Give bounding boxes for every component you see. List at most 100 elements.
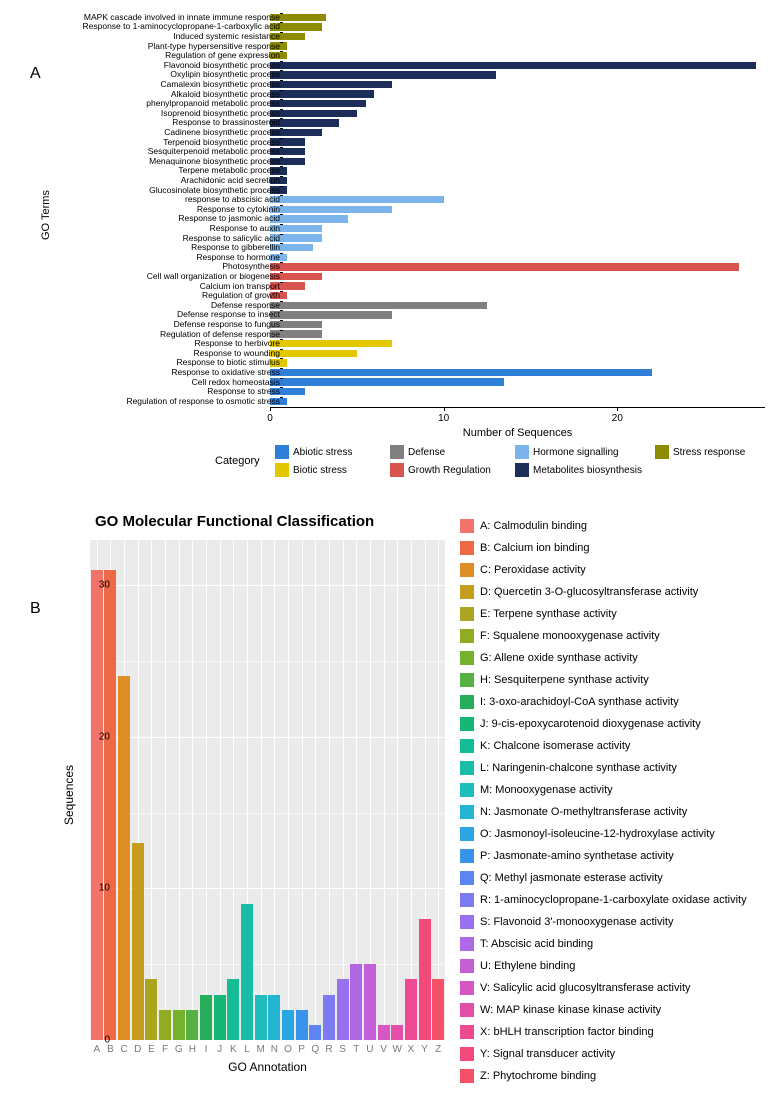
legend-swatch	[460, 1003, 474, 1017]
legend-swatch	[460, 1025, 474, 1039]
panel-b-xtick: P	[298, 1044, 305, 1055]
panel-a-bar	[270, 378, 504, 385]
panel-a-bar-label: Response to 1-aminocyclopropane-1-carbox…	[83, 21, 281, 31]
panel-a-bar-label: Cadinene biosynthetic process	[164, 127, 280, 137]
panel-b-legend-item: W: MAP kinase kinase kinase activity	[460, 999, 770, 1021]
panel-b-legend-item: J: 9-cis-epoxycarotenoid dioxygenase act…	[460, 713, 770, 735]
legend-label: Defense	[408, 447, 445, 458]
panel-b-xtick: K	[230, 1044, 237, 1055]
legend-swatch	[460, 937, 474, 951]
legend-label: U: Ethylene binding	[480, 960, 575, 972]
panel-b-legend-item: R: 1-aminocyclopropane-1-carboxylate oxi…	[460, 889, 770, 911]
panel-a-bar-label: Terpenoid biosynthetic process	[163, 137, 280, 147]
panel-b-xtick: G	[175, 1044, 183, 1055]
panel-a-legend-title: Category	[215, 455, 260, 467]
legend-label: I: 3-oxo-arachidoyl-CoA synthase activit…	[480, 696, 679, 708]
panel-a-bar-label: Regulation of defense response	[160, 329, 280, 339]
panel-a-yaxis-title: GO Terms	[40, 190, 52, 240]
legend-label: M: Monooxygenase activity	[480, 784, 613, 796]
legend-label: X: bHLH transcription factor binding	[480, 1026, 654, 1038]
panel-b-bar	[118, 676, 130, 1040]
panel-a-bar-label: Cell wall organization or biogenesis	[147, 271, 280, 281]
panel-a-xtick: 10	[438, 413, 449, 424]
panel-b-bar	[364, 964, 376, 1040]
panel-b-bar	[268, 995, 280, 1040]
panel-b-xtick: U	[366, 1044, 373, 1055]
legend-swatch	[460, 541, 474, 555]
legend-swatch	[460, 673, 474, 687]
legend-swatch	[515, 445, 529, 459]
legend-swatch	[275, 463, 289, 477]
panel-b-xtick: T	[353, 1044, 359, 1055]
panel-a-bar-label: Cell redox homeostasis	[192, 377, 280, 387]
panel-b-xtick: H	[189, 1044, 196, 1055]
legend-label: C: Peroxidase activity	[480, 564, 586, 576]
panel-b-xtick: F	[162, 1044, 168, 1055]
panel-a-bar-label: Defense response to fungus	[174, 319, 280, 329]
panel-a-bar	[270, 302, 487, 309]
panel-a-bar-label: Alkaloid biosynthetic process	[171, 89, 280, 99]
legend-swatch	[460, 783, 474, 797]
panel-b-legend-item: Q: Methyl jasmonate esterase activity	[460, 867, 770, 889]
panel-b-legend-item: G: Allene oxide synthase activity	[460, 647, 770, 669]
panel-b-xtick: O	[284, 1044, 292, 1055]
panel-a-bar-label: Defense response to insect	[177, 309, 280, 319]
panel-b-bar	[91, 570, 103, 1040]
legend-swatch	[460, 915, 474, 929]
legend-swatch	[390, 445, 404, 459]
panel-b-bar	[337, 979, 349, 1040]
panel-b-bar	[255, 995, 267, 1040]
panel-b-label: B	[30, 600, 41, 618]
panel-b-ytick: 30	[99, 580, 110, 591]
panel-b-legend-item: M: Monooxygenase activity	[460, 779, 770, 801]
legend-label: Growth Regulation	[408, 465, 491, 476]
legend-label: F: Squalene monooxygenase activity	[480, 630, 660, 642]
panel-a-legend-item: Metabolites biosynthesis	[515, 463, 642, 477]
panel-a-plot	[270, 12, 765, 407]
panel-a-bar-label: Response to biotic stimulus	[177, 357, 280, 367]
panel-b-bar	[323, 995, 335, 1040]
panel-b-bar	[350, 964, 362, 1040]
legend-swatch	[460, 1069, 474, 1083]
legend-swatch	[460, 695, 474, 709]
legend-label: A: Calmodulin binding	[480, 520, 587, 532]
panel-a-xaxis	[270, 407, 765, 408]
panel-b-legend-item: N: Jasmonate O-methyltransferase activit…	[460, 801, 770, 823]
panel-a-bar-label: Arachidonic acid secretion	[181, 175, 280, 185]
panel-a-bar-label: Response to jasmonic acid	[178, 213, 280, 223]
panel-b-bar	[391, 1025, 403, 1040]
panel-a-bar-label: Response to cytokinin	[197, 204, 280, 214]
legend-swatch	[275, 445, 289, 459]
panel-b-bar	[173, 1010, 185, 1040]
legend-swatch	[460, 717, 474, 731]
legend-label: D: Quercetin 3-O-glucosyltransferase act…	[480, 586, 698, 598]
panel-b-xtick: X	[408, 1044, 415, 1055]
panel-a-bar-label: Induced systemic resistance	[173, 31, 280, 41]
legend-label: Abiotic stress	[293, 447, 352, 458]
panel-a-bar	[270, 206, 392, 213]
panel-a-xtick: 20	[612, 413, 623, 424]
panel-a-bar-label: Response to brassinosteroid	[172, 117, 280, 127]
legend-label: E: Terpene synthase activity	[480, 608, 617, 620]
legend-label: H: Sesquiterpene synthase activity	[480, 674, 649, 686]
panel-b-ytick: 20	[99, 731, 110, 742]
panel-b-legend-item: K: Chalcone isomerase activity	[460, 735, 770, 757]
panel-b-bar	[432, 979, 444, 1040]
panel-a-bar	[270, 62, 756, 69]
legend-label: L: Naringenin-chalcone synthase activity	[480, 762, 677, 774]
panel-b-legend-item: Y: Signal transducer activity	[460, 1043, 770, 1065]
legend-swatch	[460, 871, 474, 885]
panel-b-bar	[145, 979, 157, 1040]
panel-a: A GO Terms Number of Sequences Category …	[0, 0, 780, 500]
panel-a-legend-item: Abiotic stress	[275, 445, 352, 459]
panel-a-bar	[270, 369, 652, 376]
panel-b-legend-item: P: Jasmonate-amino synthetase activity	[460, 845, 770, 867]
panel-a-bar-label: Response to salicylic acid	[183, 233, 280, 243]
panel-a-bar-label: Terpene metabolic process	[178, 165, 280, 175]
legend-swatch	[460, 651, 474, 665]
panel-a-bar-label: Response to wounding	[194, 348, 280, 358]
panel-a-bar-label: Glucosinolate biosynthetic process	[149, 185, 280, 195]
panel-b-xtick: B	[107, 1044, 114, 1055]
panel-b-legend-item: D: Quercetin 3-O-glucosyltransferase act…	[460, 581, 770, 603]
panel-b-xtick: R	[325, 1044, 332, 1055]
